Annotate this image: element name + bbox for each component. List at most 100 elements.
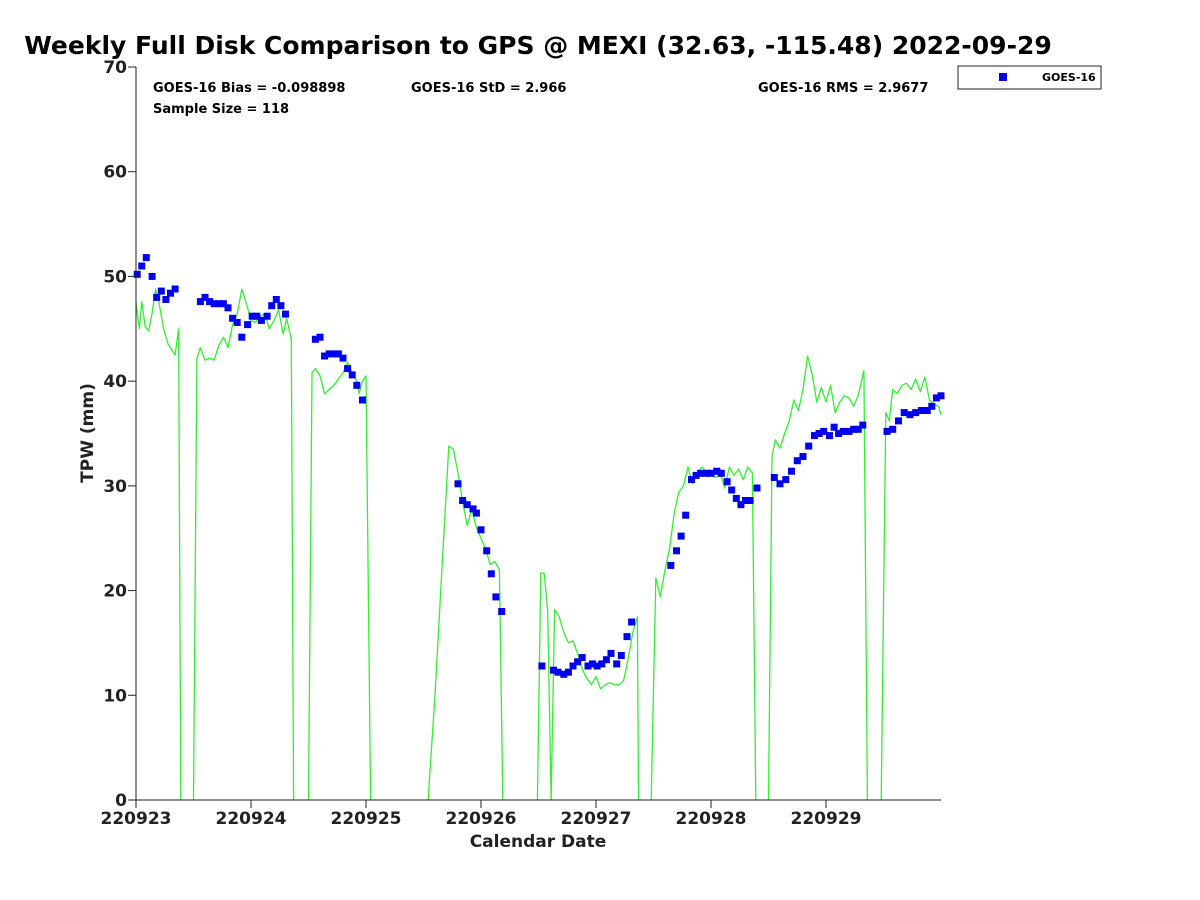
y-tick-label: 50 — [103, 267, 127, 287]
goes-16-point — [839, 427, 847, 435]
goes-16-point — [628, 618, 636, 626]
goes-16-point — [477, 526, 485, 534]
goes-16-point — [574, 658, 582, 666]
goes-16-point — [889, 425, 897, 433]
goes-16-point — [233, 319, 241, 326]
goes-16-point — [912, 409, 920, 417]
x-axis-label: Calendar Date — [470, 832, 607, 852]
goes-16-point — [142, 254, 150, 262]
gps-line-segment — [650, 466, 757, 801]
goes-16-point — [737, 501, 745, 509]
goes-16-point — [311, 335, 319, 343]
goes-16-point — [607, 649, 615, 657]
goes-16-point — [148, 272, 156, 280]
goes-16-point — [900, 409, 908, 417]
goes-16-point — [201, 293, 209, 301]
y-tick-label: 30 — [103, 477, 127, 497]
goes-16-point — [171, 285, 179, 293]
goes-16-point — [316, 333, 324, 341]
goes-16-point — [617, 652, 625, 659]
goes-16-point — [811, 432, 818, 440]
goes-16-point — [753, 484, 761, 492]
gps-line-segment — [192, 288, 295, 801]
goes-16-point — [584, 662, 592, 670]
goes-16-point — [578, 654, 586, 662]
goes-16-point — [702, 469, 710, 477]
goes-16-point — [210, 300, 218, 308]
goes-16-point — [677, 532, 685, 540]
x-tick-label: 220923 — [101, 809, 172, 829]
legend-box — [957, 65, 1102, 90]
x-tick-label: 220926 — [446, 809, 517, 829]
goes-16-point — [589, 660, 596, 668]
goes-16-point — [564, 668, 572, 676]
goes-16-point — [923, 407, 931, 414]
goes-16-point — [895, 417, 902, 425]
goes-16-point — [717, 469, 725, 477]
legend: GOES-16 — [957, 65, 1102, 90]
goes-16-point — [883, 427, 891, 435]
goes-16-point — [196, 298, 204, 306]
goes-16-point — [498, 608, 506, 615]
goes-16-point — [483, 547, 491, 555]
goes-16-point — [334, 350, 342, 358]
goes-16-point — [257, 316, 265, 324]
goes-16-point — [692, 471, 700, 479]
legend-marker-goes-16 — [999, 73, 1007, 81]
goes-16-point — [550, 666, 557, 674]
rms-annotation: GOES-16 RMS = 2.9677 — [758, 81, 928, 96]
y-tick-label: 70 — [103, 58, 127, 78]
gps-line-segment — [550, 608, 640, 801]
goes-16-point — [928, 402, 936, 410]
y-axis-ticks: 0 10 20 30 40 50 60 70 — [103, 58, 136, 811]
goes-16-point — [167, 289, 174, 297]
goes-16-point — [253, 312, 261, 320]
x-tick-label: 220925 — [331, 809, 402, 829]
goes-16-point — [906, 411, 914, 419]
goes-16-point — [770, 474, 778, 481]
goes-16-point — [244, 321, 252, 329]
goes-16-point — [463, 501, 471, 509]
goes-16-point — [845, 427, 853, 435]
goes-16-point — [133, 270, 141, 278]
goes-16-point — [487, 570, 495, 578]
goes-16-markers — [133, 254, 945, 678]
goes-16-point — [746, 497, 754, 504]
goes-16-point — [688, 476, 695, 484]
goes-16-point — [162, 296, 170, 303]
goes-16-point — [667, 561, 675, 569]
goes-16-point — [459, 497, 467, 504]
goes-16-point — [229, 314, 237, 322]
goes-16-point — [826, 432, 833, 440]
gps-line-segment — [307, 361, 372, 801]
goes-16-point — [554, 668, 562, 676]
goes-16-point — [215, 300, 223, 308]
goes-16-point — [830, 423, 838, 431]
goes-16-point — [782, 476, 790, 484]
goes-16-point — [277, 302, 285, 310]
goes-16-point — [728, 486, 736, 494]
goes-16-point — [623, 633, 631, 641]
plot-area — [133, 67, 945, 801]
goes-16-point — [153, 293, 161, 301]
plot-frame — [136, 67, 941, 800]
std-annotation: GOES-16 StD = 2.966 — [411, 81, 566, 96]
goes-16-point — [282, 310, 289, 318]
goes-16-point — [224, 304, 232, 312]
gps-line-segment — [536, 572, 552, 801]
goes-16-point — [238, 333, 246, 341]
x-tick-label: 220924 — [216, 809, 287, 829]
x-tick-label: 220929 — [791, 809, 862, 829]
goes-16-point — [469, 505, 477, 513]
goes-16-point — [359, 396, 366, 404]
goes-16-point — [732, 494, 740, 502]
goes-16-point — [776, 480, 784, 488]
sample-size-annotation: Sample Size = 118 — [153, 102, 289, 117]
chart-title: Weekly Full Disk Comparison to GPS @ MEX… — [24, 31, 1052, 60]
goes-16-point — [793, 457, 801, 465]
goes-16-point — [932, 394, 940, 402]
goes-16-point — [723, 478, 731, 486]
goes-16-point — [835, 430, 843, 437]
goes-16-point — [697, 469, 705, 477]
goes-16-point — [330, 350, 338, 358]
